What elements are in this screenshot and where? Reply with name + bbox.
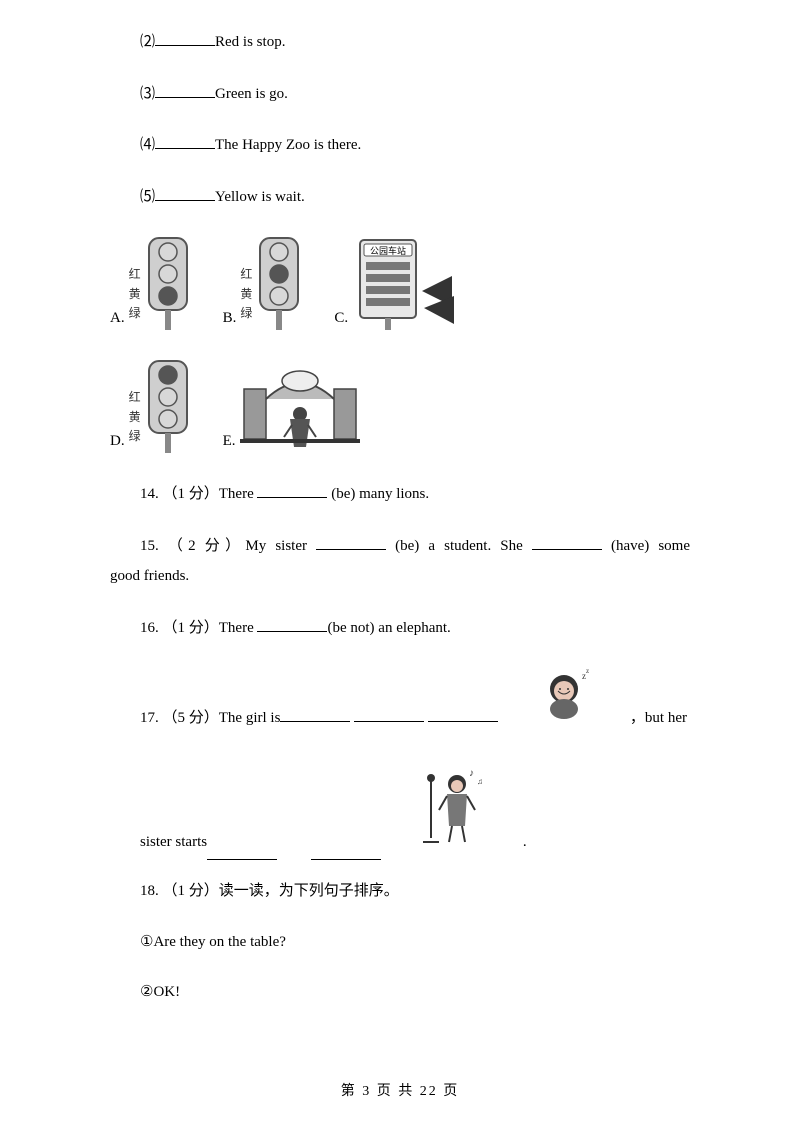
q5-blank[interactable] bbox=[155, 185, 215, 201]
q5-line: ⑸ Yellow is wait. bbox=[110, 185, 690, 209]
q15-blank1[interactable] bbox=[316, 534, 386, 550]
opt-D-label: D. bbox=[110, 430, 125, 455]
q16-prefix: 16. （1 分）There bbox=[140, 620, 257, 636]
q17-prefix: 17. （5 分）The girl is bbox=[140, 710, 280, 726]
traffic-labels-D: 红 黄 绿 bbox=[129, 388, 141, 454]
q17-block: 17. （5 分）The girl is z z ，but her sister… bbox=[110, 667, 690, 860]
q18-line: 18. （1 分）读一读，为下列句子排序。 bbox=[110, 880, 690, 903]
q3-text: Green is go. bbox=[215, 86, 288, 102]
page: ⑵ Red is stop. ⑶ Green is go. ⑷ The Happy Z… bbox=[0, 0, 800, 1132]
q14-prefix: 14. （1 分）There bbox=[140, 486, 257, 502]
q5-text: Yellow is wait. bbox=[215, 189, 305, 205]
opt-D-img: 红 黄 绿 bbox=[129, 359, 193, 454]
q17-blank5[interactable] bbox=[311, 844, 381, 860]
q16-blank[interactable] bbox=[257, 616, 327, 632]
q3-blank[interactable] bbox=[155, 82, 215, 98]
q2-text: Red is stop. bbox=[215, 34, 285, 50]
q5-num: ⑸ bbox=[140, 189, 155, 205]
traffic-labels-B: 红 黄 绿 bbox=[240, 265, 252, 331]
s2-text: ②OK! bbox=[140, 984, 180, 1000]
traffic-light-B-icon bbox=[254, 236, 304, 331]
q18-text: 18. （1 分）读一读，为下列句子排序。 bbox=[140, 883, 399, 899]
opt-A-label: A. bbox=[110, 307, 125, 332]
q4-text: The Happy Zoo is there. bbox=[215, 137, 361, 153]
q3-num: ⑶ bbox=[140, 86, 155, 102]
q17-tail1: sister starts bbox=[110, 824, 207, 860]
label-yellow: 黄 bbox=[129, 408, 141, 427]
girl-sing-icon: ♪ ♫ bbox=[387, 766, 487, 860]
q2-blank[interactable] bbox=[155, 30, 215, 46]
label-red: 红 bbox=[129, 388, 141, 407]
q17-tail2: . bbox=[493, 824, 527, 860]
label-red: 红 bbox=[240, 265, 252, 284]
zoo-gate-icon bbox=[240, 359, 360, 454]
s1-text: ①Are they on the table? bbox=[140, 934, 286, 950]
label-green: 绿 bbox=[240, 304, 252, 323]
s2-line: ②OK! bbox=[110, 981, 690, 1004]
page-footer: 第 3 页 共 22 页 bbox=[0, 1081, 800, 1102]
traffic-labels-A: 红 黄 绿 bbox=[129, 265, 141, 331]
q4-line: ⑷ The Happy Zoo is there. bbox=[110, 133, 690, 157]
footer-text: 第 3 页 共 22 页 bbox=[341, 1084, 460, 1099]
label-green: 绿 bbox=[129, 304, 141, 323]
q17-blank4[interactable] bbox=[207, 844, 277, 860]
q15-prefix: 15. （2 分）My sister bbox=[140, 538, 316, 554]
q4-num: ⑷ bbox=[140, 137, 155, 153]
q3-line: ⑶ Green is go. bbox=[110, 82, 690, 106]
q14-paren: (be) many lions. bbox=[327, 486, 429, 502]
q15-mid1: (be) a student. She bbox=[386, 538, 532, 554]
opt-E-img bbox=[240, 359, 360, 454]
svg-text:z: z bbox=[586, 667, 589, 675]
label-red: 红 bbox=[129, 265, 141, 284]
girl-sleep-icon: z z bbox=[504, 667, 594, 736]
q17-blank2[interactable] bbox=[354, 706, 424, 722]
opt-E-label: E. bbox=[223, 430, 236, 455]
label-yellow: 黄 bbox=[240, 285, 252, 304]
bus-sign-text: 公园车站 bbox=[370, 245, 406, 256]
q2-num: ⑵ bbox=[140, 34, 155, 50]
s1-line: ①Are they on the table? bbox=[110, 931, 690, 954]
q16-line: 16. （1 分）There (be not) an elephant. bbox=[110, 616, 690, 640]
options-row-1: A. 红 黄 绿 B. 红 黄 绿 bbox=[110, 236, 690, 331]
q17-mid: ，but her bbox=[600, 700, 687, 736]
q15-line2: good friends. bbox=[110, 565, 690, 588]
traffic-light-D-icon bbox=[143, 359, 193, 454]
q15-mid2: (have) some bbox=[602, 538, 690, 554]
bus-stop-icon: 公园车站 bbox=[352, 236, 462, 331]
svg-text:♫: ♫ bbox=[477, 777, 483, 786]
q2-line: ⑵ Red is stop. bbox=[110, 30, 690, 54]
opt-C-img: 公园车站 bbox=[352, 236, 462, 331]
q4-blank[interactable] bbox=[155, 133, 215, 149]
opt-C-label: C. bbox=[334, 307, 348, 332]
q14-line: 14. （1 分）There (be) many lions. bbox=[110, 482, 690, 506]
q15-tail: good friends. bbox=[110, 568, 189, 584]
svg-text:♪: ♪ bbox=[469, 768, 474, 779]
traffic-light-A-icon bbox=[143, 236, 193, 331]
q17-blank3[interactable] bbox=[428, 706, 498, 722]
q16-paren: (be not) an elephant. bbox=[327, 620, 450, 636]
q17-blank1[interactable] bbox=[280, 706, 350, 722]
opt-A-img: 红 黄 绿 bbox=[129, 236, 193, 331]
opt-B-label: B. bbox=[223, 307, 237, 332]
label-green: 绿 bbox=[129, 427, 141, 446]
opt-B-img: 红 黄 绿 bbox=[240, 236, 304, 331]
label-yellow: 黄 bbox=[129, 285, 141, 304]
q15-line1: 15. （2 分）My sister (be) a student. She (… bbox=[110, 534, 690, 558]
q14-blank[interactable] bbox=[257, 482, 327, 498]
options-row-2: D. 红 黄 绿 E. bbox=[110, 359, 690, 454]
q15-blank2[interactable] bbox=[532, 534, 602, 550]
